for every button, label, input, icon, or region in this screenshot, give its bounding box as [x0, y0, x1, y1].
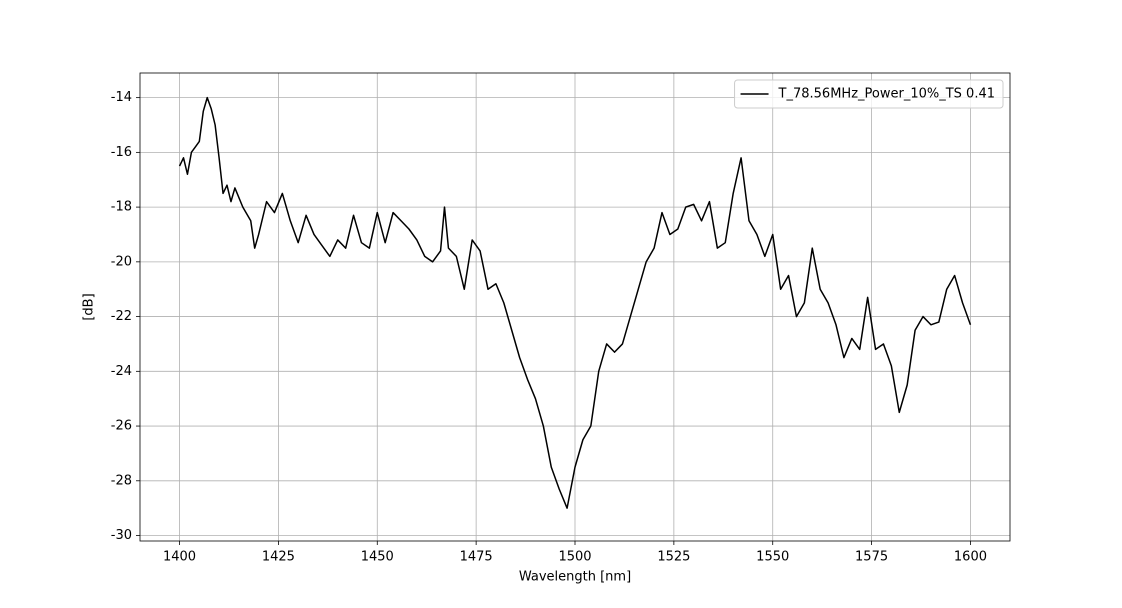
- x-tick-label: 1550: [756, 550, 789, 565]
- y-tick-label: -28: [111, 473, 132, 488]
- y-tick-label: -16: [111, 145, 132, 160]
- y-tick-label: -14: [111, 90, 132, 105]
- x-tick-label: 1500: [558, 550, 591, 565]
- y-tick-label: -24: [111, 364, 132, 379]
- x-axis-label: Wavelength [nm]: [519, 570, 631, 585]
- x-tick-label: 1450: [361, 550, 394, 565]
- y-tick-label: -18: [111, 200, 132, 215]
- y-tick-label: -22: [111, 309, 132, 324]
- y-axis-label: [dB]: [82, 293, 97, 320]
- y-tick-label: -20: [111, 254, 132, 269]
- x-tick-label: 1400: [163, 550, 196, 565]
- data-line: [178, 96, 972, 509]
- x-tick-label: 1425: [262, 550, 295, 565]
- y-tick-label: -30: [111, 528, 132, 543]
- x-tick-label: 1575: [855, 550, 888, 565]
- legend-box: [734, 79, 1004, 109]
- y-tick-label: -26: [111, 419, 132, 434]
- x-tick-label: 1600: [954, 550, 987, 565]
- legend: T_78.56MHz_Power_10%_TS 0.41: [734, 79, 1004, 109]
- x-tick-label: 1475: [460, 550, 493, 565]
- axes-frame: [139, 72, 1011, 542]
- x-tick-label: 1525: [657, 550, 690, 565]
- legend-label: T_78.56MHz_Power_10%_TS 0.41: [778, 87, 995, 102]
